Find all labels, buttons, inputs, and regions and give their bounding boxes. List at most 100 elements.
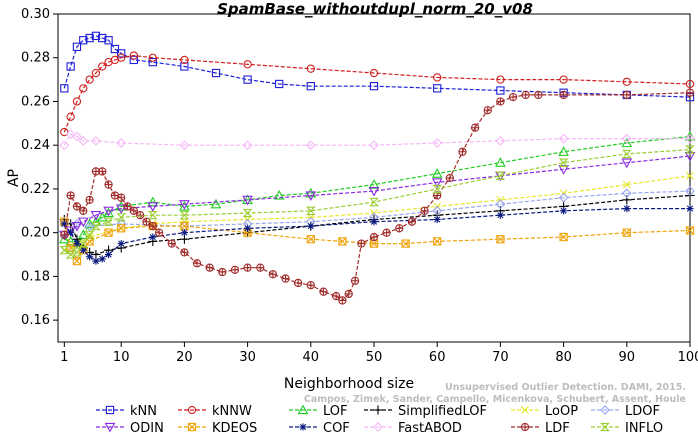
data-point-knn [129,55,138,65]
data-point-inflo [147,211,158,220]
legend-label-ldf: LDF [545,421,570,434]
data-point-odin [179,200,190,210]
legend-label-ldof: LDOF [625,404,660,419]
legend-marker-odin [104,422,116,433]
data-point-ldof [685,186,695,196]
data-point-cof [180,229,188,237]
plot-frame [57,13,691,343]
data-point-odin [368,186,380,197]
data-point-ldf [205,263,214,272]
data-point-odin [147,202,159,212]
series-line-knn [63,35,691,98]
data-point-ldf [123,202,132,211]
data-point-knn [66,62,75,71]
y-tick-label: 0.24 [21,138,50,153]
data-point-cof [67,229,75,237]
x-tick-label: 40 [303,350,320,365]
legend-marker-simplifiedlof [373,405,383,415]
legend-marker-loop [521,406,529,414]
data-point-fastabod [305,140,316,151]
data-point-ldf [243,263,252,272]
data-point-fastabod [369,140,379,151]
y-tick-label: 0.28 [21,51,50,66]
x-tick-label: 1 [60,350,68,365]
data-point-lof [305,187,317,198]
x-tick-label: 20 [176,350,193,365]
data-point-odin [77,217,89,228]
data-point-inflo [432,184,443,194]
data-point-fastabod [72,131,82,142]
data-point-ldf [142,217,151,226]
data-point-inflo [78,239,89,248]
data-point-ldf [98,167,107,176]
data-point-knn [211,68,221,78]
data-point-knn [117,49,126,58]
legend-marker-ldof [600,405,610,415]
data-point-ldf [331,291,341,301]
data-point-knnw [129,51,138,60]
data-point-cof [370,218,378,226]
data-point-fastabod [116,138,127,148]
data-point-ldof [84,221,95,231]
legend-marker-ldf [520,422,530,432]
series-line-ldof [64,190,691,227]
data-point-ldf [534,90,543,100]
data-point-ldf [218,267,227,277]
data-point-odin [115,204,127,215]
data-point-fastabod [78,135,89,146]
data-point-ldf [319,287,328,296]
legend-label-cof: COF [323,421,350,434]
data-point-ldf [685,88,695,97]
data-point-ldf [256,263,265,272]
data-point-knn [104,36,113,45]
data-point-knnw [60,127,69,137]
legend-label-knn: kNN [130,404,157,419]
data-point-inflo [495,171,506,180]
data-point-inflo [65,250,76,259]
data-point-ldf [72,202,82,211]
data-point-lof [495,157,506,167]
data-point-knnw [433,73,442,82]
data-point-ldf [445,173,454,183]
data-point-kdeos [401,239,410,248]
data-point-cof [244,224,252,232]
data-point-inflo [90,221,101,231]
x-tick-label: 70 [492,350,509,365]
data-point-knn [433,84,442,93]
data-point-fastabod [242,140,253,151]
legend-marker-inflo [600,422,610,432]
data-point-ldof [495,199,506,210]
data-point-cof [307,222,315,230]
data-point-inflo [242,208,253,218]
y-tick-label: 0.20 [21,226,50,241]
legend-label-simplifiedlof: SimplifiedLOF [398,404,487,419]
data-point-knn [79,36,88,45]
data-point-ldf [148,221,157,231]
data-point-ldf [136,211,145,220]
series-line-ldf [63,92,691,302]
data-point-ldf [496,97,505,106]
data-point-knn [306,82,315,91]
data-point-fastabod [179,140,190,151]
data-point-fastabod [621,133,632,144]
data-point-odin [431,178,443,188]
data-point-ldof [621,188,632,199]
data-point-ldf [395,224,404,233]
series-line-lof [64,135,691,245]
data-point-knn [369,82,379,91]
data-point-fastabod [59,140,70,151]
data-point-fastabod [558,133,569,144]
data-point-ldf [60,230,69,240]
data-point-ldf [79,206,88,215]
data-point-cof [117,240,125,248]
legend-marker-kdeos [187,422,197,432]
x-tick-label: 60 [429,350,446,365]
data-point-lof [58,233,70,244]
data-point-knnw [117,53,126,62]
data-point-ldf [344,289,353,299]
data-point-lof [103,207,114,218]
data-point-kdeos [685,226,695,235]
data-point-ldf [521,90,530,100]
x-tick-label: 50 [366,350,383,365]
data-point-ldf [268,270,278,279]
